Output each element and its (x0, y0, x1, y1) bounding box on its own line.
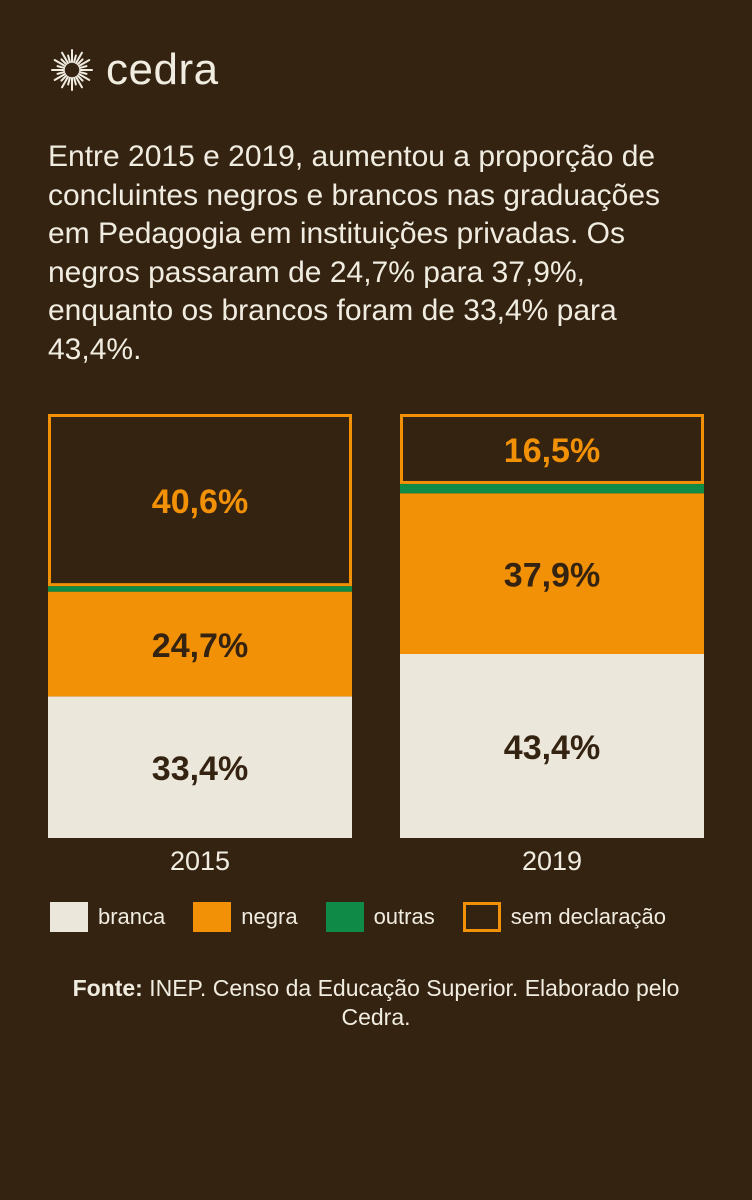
legend-item-outras: outras (325, 902, 435, 932)
bar-segment-outras-2015 (48, 586, 352, 592)
data-label-negra-2019: 37,9% (504, 557, 600, 595)
legend-swatch-outras (325, 902, 364, 932)
headline-text: Entre 2015 e 2019, aumentou a proporção … (48, 140, 661, 366)
legend-label: negra (241, 904, 298, 929)
bar-segment-branca-2015 (48, 696, 352, 838)
legend-label: branca (98, 904, 166, 929)
legend-label: sem declaração (510, 904, 667, 929)
x-tick-label-2019: 2019 (522, 846, 582, 876)
brand-logo: cedra (48, 44, 219, 96)
bar-segment-negra-2019 (400, 493, 704, 654)
source-text: INEP. Censo da Educação Superior. Elabor… (142, 975, 680, 1030)
data-label-branca-2015: 33,4% (152, 750, 248, 788)
legend-item-negra: negra (193, 902, 298, 932)
legend-swatch-negra (193, 902, 232, 932)
legend-item-sem-declaracao: sem declaração (462, 902, 667, 932)
bar-segment-sem-declaracao-2019 (400, 414, 704, 484)
source-prefix: Fonte: (72, 975, 143, 1001)
stacked-bar-chart: 33,4% 24,7% 40,6% 2015 43,4% 37,9% 16,5% 2019 (48, 414, 704, 876)
data-label-negra-2015: 24,7% (152, 627, 248, 665)
bar-segment-sem-declaracao-2015 (48, 414, 352, 587)
bar-segment-negra-2015 (48, 591, 352, 697)
bar-segment-branca-2019 (400, 653, 704, 838)
data-label-sem-declaracao-2015: 40,6% (152, 483, 248, 521)
source-note: Fonte: INEP. Censo da Educação Superior.… (40, 974, 712, 1032)
data-label-branca-2019: 43,4% (504, 729, 600, 767)
brand-name: cedra (106, 45, 219, 94)
legend-swatch-branca (50, 902, 88, 932)
chart-legend: branca negra outras sem declaração (50, 902, 666, 932)
x-tick-label-2015: 2015 (170, 846, 230, 876)
legend-item-branca: branca (50, 902, 165, 932)
bar-segment-outras-2019 (400, 483, 704, 494)
legend-label: outras (373, 904, 435, 929)
data-label-sem-declaracao-2019: 16,5% (504, 432, 600, 470)
legend-swatch-sem-declaracao (462, 902, 501, 932)
sun-logo-icon (51, 49, 93, 91)
